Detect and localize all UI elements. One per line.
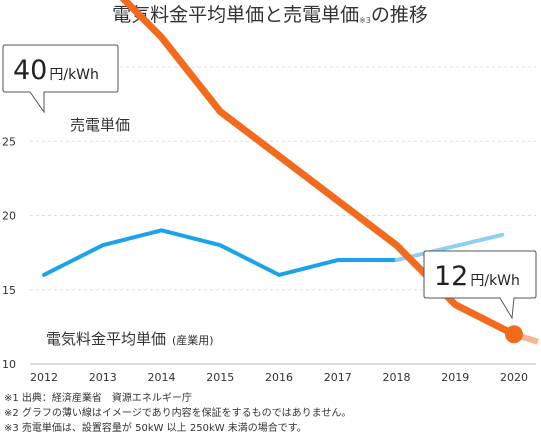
callout-text: 40 円/kWh [13,55,99,86]
callout-40: 40 円/kWh [2,44,119,114]
series-label-avg-price-main: 電気料金平均単価 [46,330,166,348]
y-tick-label: 10 [2,358,16,371]
callout-unit: 円/kWh [49,67,99,83]
series-line-avg-price-forecast [394,232,505,263]
chart-title-suffix: の推移 [371,4,428,26]
x-tick-label: 2012 [30,371,58,384]
series-markers [505,325,523,344]
series-label-avg-price: 電気料金平均単価 (産業用) [46,330,214,348]
chart-title-note: ※3 [359,16,371,25]
chart-title-main: 電気料金平均単価と売電単価 [112,4,359,26]
footnote-2: ※2 グラフの薄い線はイメージであり内容を保証をするものではありません。 [4,406,351,419]
callout-text: 12 円/kWh [434,261,520,292]
series-label-avg-price-sub: (産業用) [172,334,214,347]
footnote-1: ※1 出典：経済産業省 資源エネルギー庁 [4,391,192,404]
grid [30,66,536,365]
series-line-avg-price [42,228,399,277]
y-tick-label: 15 [2,284,16,297]
x-tick-label: 2015 [206,371,234,384]
x-tick-label: 2016 [265,371,293,384]
x-tick-label: 2017 [324,371,352,384]
callout-value: 12 [434,261,468,292]
callout-box [2,44,119,114]
y-tick-label: 20 [2,210,16,223]
series-label-sell-price: 売電単価 [70,116,130,134]
series-point-sell-price [505,325,523,344]
x-tick-label: 2014 [148,371,176,384]
callout-unit: 円/kWh [470,273,520,289]
chart-title: 電気料金平均単価と売電単価※3の推移 [112,4,428,26]
x-axis-ticks: 2012 2013 2014 2015 2016 2017 2018 2019 2020 [30,371,528,384]
callout-box [423,250,537,320]
x-tick-label: 2019 [441,371,469,384]
callout-12: 12 円/kWh [423,250,537,320]
x-tick-label: 2018 [383,371,411,384]
footnote-3: ※3 売電単価は、設置容量が 50kW 以上 250kW 未満の場合です。 [4,421,307,434]
y-tick-label: 25 [2,135,16,148]
callout-value: 40 [13,55,47,86]
x-tick-label: 2013 [89,371,117,384]
x-tick-label: 2020 [500,371,528,384]
